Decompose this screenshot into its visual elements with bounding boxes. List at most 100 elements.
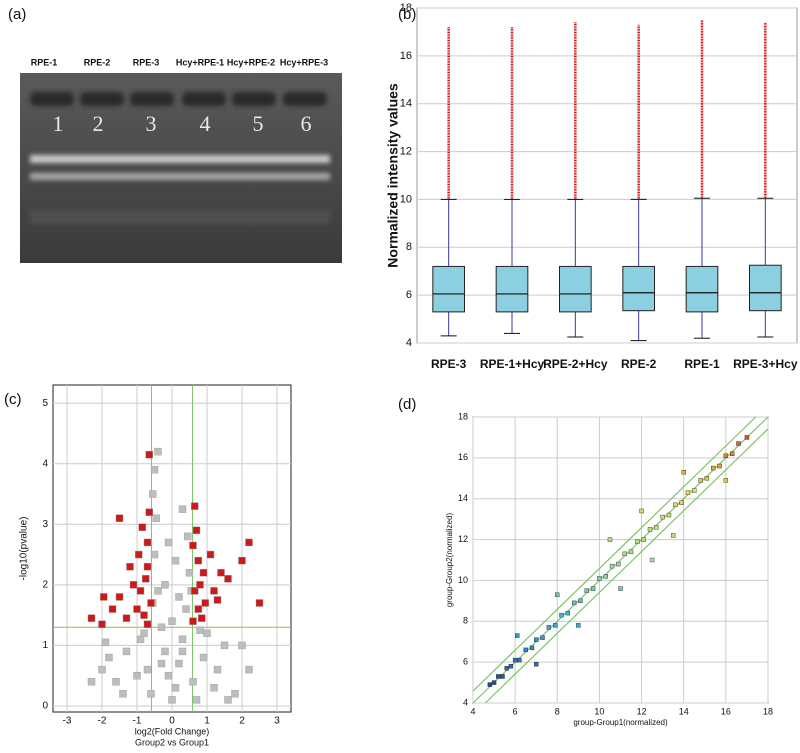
point bbox=[231, 690, 239, 698]
point bbox=[711, 465, 716, 471]
x-tick-label: -3 bbox=[63, 716, 72, 727]
point bbox=[628, 549, 634, 555]
x-tick-label: -2 bbox=[98, 716, 107, 727]
point bbox=[112, 678, 120, 686]
point bbox=[87, 614, 96, 622]
point bbox=[198, 614, 206, 622]
point bbox=[189, 617, 197, 625]
x-tick-label: 10 bbox=[594, 706, 604, 716]
point bbox=[168, 617, 176, 625]
point bbox=[491, 680, 497, 685]
point bbox=[609, 563, 615, 569]
point bbox=[508, 664, 514, 669]
lane-label: RPE-2 bbox=[84, 57, 111, 67]
lane-label: Hcy+RPE-3 bbox=[280, 57, 328, 67]
x-tick-label: RPE-2+Hcy bbox=[543, 357, 608, 371]
point bbox=[135, 550, 143, 559]
point bbox=[149, 490, 157, 498]
x-tick-label: -1 bbox=[133, 716, 142, 727]
x-tick-label: RPE-1 bbox=[684, 357, 720, 371]
x-tick-label: RPE-1+Hcy bbox=[480, 357, 545, 371]
lane-label: RPE-1 bbox=[31, 57, 58, 67]
point bbox=[138, 523, 146, 532]
point bbox=[635, 539, 640, 544]
point bbox=[679, 500, 684, 505]
point bbox=[487, 682, 493, 687]
point bbox=[698, 478, 703, 483]
lane-number: 2 bbox=[93, 111, 104, 136]
point bbox=[649, 557, 655, 563]
point bbox=[133, 671, 141, 680]
panel-label: (a) bbox=[8, 6, 26, 23]
point bbox=[157, 659, 166, 668]
point bbox=[584, 588, 589, 593]
point bbox=[565, 610, 571, 616]
point bbox=[185, 569, 194, 577]
x-tick-label: 8 bbox=[555, 706, 560, 716]
point bbox=[639, 508, 644, 514]
point bbox=[540, 635, 545, 640]
point bbox=[171, 556, 180, 565]
box bbox=[622, 265, 655, 312]
point bbox=[140, 611, 148, 619]
lane-label: RPE-3 bbox=[133, 57, 160, 67]
point bbox=[616, 561, 621, 567]
point bbox=[175, 593, 183, 601]
point bbox=[238, 556, 246, 565]
point bbox=[723, 453, 729, 459]
point bbox=[199, 653, 208, 662]
point bbox=[660, 514, 665, 520]
point bbox=[515, 633, 520, 638]
point bbox=[98, 665, 106, 674]
y-tick-label: 6 bbox=[463, 657, 468, 667]
point bbox=[133, 605, 141, 613]
point bbox=[184, 532, 192, 541]
x-tick-label: 18 bbox=[763, 706, 773, 716]
x-tick-label: RPE-3 bbox=[431, 357, 467, 371]
y-tick-label: 0 bbox=[42, 701, 48, 712]
y-tick-label: 4 bbox=[463, 697, 468, 707]
point bbox=[552, 623, 558, 628]
y-tick-label: 4 bbox=[42, 458, 48, 469]
y-tick-label: 8 bbox=[463, 616, 468, 626]
x-axis-title: Group2 vs Group1 bbox=[135, 737, 209, 747]
y-tick-label: 18 bbox=[458, 411, 468, 421]
point bbox=[245, 538, 253, 547]
gel-panel: (a) RPE-1 RPE-2 RPE-3 Hcy+RPE-1 Hcy+RPE-… bbox=[8, 6, 342, 263]
point bbox=[517, 657, 522, 663]
point bbox=[171, 684, 180, 692]
point bbox=[666, 512, 672, 518]
box bbox=[495, 265, 529, 313]
point bbox=[152, 514, 160, 522]
point bbox=[161, 581, 169, 589]
point bbox=[196, 626, 204, 634]
point bbox=[213, 596, 222, 604]
point bbox=[571, 600, 577, 606]
point bbox=[578, 598, 583, 604]
y-tick-label: 3 bbox=[42, 519, 48, 530]
point bbox=[534, 661, 539, 667]
point bbox=[175, 659, 183, 668]
y-tick-label: 2 bbox=[42, 579, 48, 590]
point bbox=[217, 569, 225, 577]
point bbox=[143, 562, 152, 571]
point bbox=[154, 447, 162, 456]
point bbox=[147, 690, 155, 698]
y-tick-label: 16 bbox=[458, 452, 468, 462]
y-tick-label: 16 bbox=[400, 50, 412, 62]
point bbox=[164, 538, 173, 547]
point bbox=[145, 450, 153, 459]
x-tick-label: 4 bbox=[470, 706, 475, 716]
point bbox=[122, 614, 131, 622]
y-axis-title: -log10(pvalue) bbox=[19, 517, 30, 581]
box bbox=[749, 264, 782, 312]
lane-label: Hcy+RPE-1 bbox=[176, 57, 224, 67]
point bbox=[512, 657, 518, 663]
point bbox=[143, 620, 152, 628]
point bbox=[142, 575, 150, 583]
y-tick-label: 4 bbox=[406, 337, 412, 349]
y-tick-label: 8 bbox=[406, 241, 412, 253]
lane-label: Hcy+RPE-2 bbox=[227, 57, 275, 67]
x-tick-label: 6 bbox=[513, 706, 518, 716]
point bbox=[168, 696, 176, 704]
